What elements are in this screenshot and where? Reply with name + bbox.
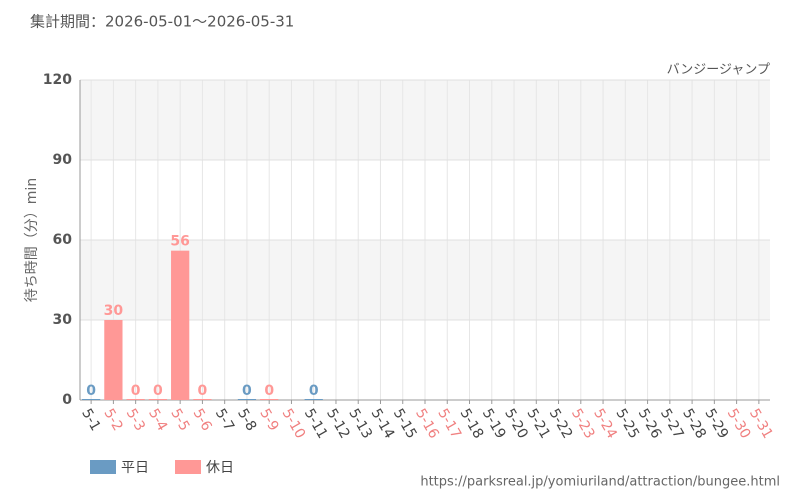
bar bbox=[126, 399, 145, 400]
x-tick-label: 5-2 bbox=[100, 406, 125, 434]
x-tick-label: 5-4 bbox=[145, 406, 170, 434]
x-tick-label: 5-1 bbox=[78, 406, 103, 434]
legend-swatch bbox=[90, 460, 116, 474]
y-tick-label: 30 bbox=[53, 312, 73, 328]
data-label: 0 bbox=[264, 383, 274, 399]
y-tick-label: 0 bbox=[62, 392, 72, 408]
bar bbox=[304, 399, 323, 400]
legend-label: 平日 bbox=[121, 460, 149, 476]
x-tick-label: 5-31 bbox=[746, 406, 776, 442]
bar bbox=[171, 250, 190, 400]
bar bbox=[260, 399, 279, 400]
data-label: 0 bbox=[153, 383, 163, 399]
x-tick-label: 5-6 bbox=[189, 406, 214, 434]
bar bbox=[148, 399, 168, 400]
footer: https://parksreal.jp/yomiuriland/attract… bbox=[420, 475, 780, 490]
data-label: 0 bbox=[131, 383, 141, 399]
legend-swatch bbox=[175, 460, 201, 474]
bar bbox=[82, 399, 101, 400]
x-tick-label: 5-8 bbox=[234, 406, 259, 434]
data-label: 56 bbox=[170, 234, 189, 250]
x-tick-label: 5-7 bbox=[212, 406, 237, 434]
y-axis-label: 待ち時間（分）min bbox=[24, 178, 40, 302]
bar bbox=[193, 399, 212, 400]
data-label: 0 bbox=[198, 383, 208, 399]
data-label: 0 bbox=[309, 383, 319, 399]
header: 集計期間：2026-05-01～2026-05-31 bbox=[30, 13, 294, 31]
data-label: 0 bbox=[86, 383, 96, 399]
data-label: 30 bbox=[104, 303, 124, 319]
x-tick-label: 5-3 bbox=[123, 406, 148, 434]
x-tick-label: 5-9 bbox=[256, 406, 281, 434]
y-tick-label: 60 bbox=[53, 232, 73, 248]
bar bbox=[104, 320, 123, 400]
legend-label: 休日 bbox=[206, 460, 234, 476]
data-label: 0 bbox=[242, 383, 252, 399]
y-tick-label: 90 bbox=[53, 152, 73, 168]
x-tick-label: 5-5 bbox=[167, 406, 192, 434]
y-tick-label: 120 bbox=[43, 72, 72, 88]
chart-title: バンジージャンプ bbox=[667, 63, 770, 78]
bar bbox=[237, 399, 257, 400]
